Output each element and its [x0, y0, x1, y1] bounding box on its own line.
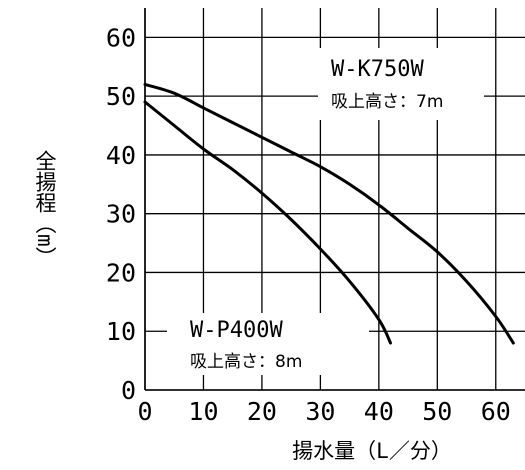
- x-tick-label: 40: [364, 397, 394, 426]
- y-tick-label: 10: [106, 317, 136, 346]
- y-tick-label: 50: [106, 82, 136, 111]
- label-box-w-k750w: [318, 48, 484, 120]
- y-tick-label: 60: [106, 23, 136, 52]
- series-line-w-p400w: [143, 100, 392, 345]
- x-tick-label: 50: [422, 397, 452, 426]
- y-tick-label: 40: [106, 141, 136, 170]
- series-name-w-p400w: W-P400W: [190, 318, 283, 343]
- y-tick-label: 30: [106, 200, 136, 229]
- y-tick-label: 0: [121, 376, 136, 405]
- series-name-w-k750w: W-K750W: [331, 57, 424, 82]
- label-box-w-p400w: [167, 313, 369, 375]
- y-tick-label: 20: [106, 258, 136, 287]
- annotations: W-K750W 吸上高さ：7m W-P400W 吸上高さ：8m: [167, 48, 484, 375]
- x-tick-label: 30: [305, 397, 335, 426]
- series-line-w-k750w: [143, 82, 515, 345]
- xlabel: 揚水量（L／分）: [292, 439, 452, 463]
- curves: [143, 82, 515, 345]
- ylabel: 全揚程（m）: [33, 150, 57, 268]
- tick-labels: 0 10 20 30 40 50 60 0 10 20 30 40 50 60: [106, 23, 511, 426]
- x-tick-label: 10: [188, 397, 218, 426]
- x-tick-label: 20: [247, 397, 277, 426]
- series-suction-w-p400w: 吸上高さ：8m: [190, 352, 302, 372]
- x-tick-label: 60: [481, 397, 511, 426]
- series-suction-w-k750w: 吸上高さ：7m: [331, 92, 443, 112]
- x-tick-label: 0: [137, 397, 152, 426]
